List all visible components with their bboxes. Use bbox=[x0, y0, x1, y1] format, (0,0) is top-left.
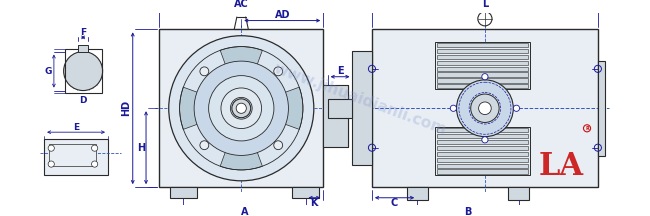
Circle shape bbox=[169, 36, 314, 181]
Text: L: L bbox=[482, 0, 488, 9]
Bar bbox=[437, 84, 528, 89]
Bar bbox=[437, 49, 528, 53]
Text: LA: LA bbox=[539, 151, 584, 182]
Bar bbox=[437, 146, 528, 150]
Bar bbox=[437, 43, 528, 47]
Text: B: B bbox=[464, 207, 472, 216]
Bar bbox=[437, 152, 528, 156]
Text: E: E bbox=[73, 123, 79, 132]
Text: D: D bbox=[79, 96, 87, 105]
Bar bbox=[508, 187, 530, 200]
Text: www.jihuaidianii.com: www.jihuaidianii.com bbox=[271, 61, 448, 138]
Circle shape bbox=[92, 161, 98, 167]
Bar bbox=[437, 134, 528, 138]
Bar bbox=[159, 29, 323, 187]
Bar bbox=[437, 67, 528, 71]
Text: HD: HD bbox=[121, 100, 131, 116]
Wedge shape bbox=[179, 87, 217, 129]
Bar bbox=[437, 164, 528, 168]
Bar bbox=[437, 140, 528, 144]
Circle shape bbox=[200, 67, 209, 76]
Circle shape bbox=[456, 80, 514, 137]
Text: A: A bbox=[240, 207, 248, 216]
Bar bbox=[292, 187, 318, 198]
Circle shape bbox=[194, 61, 289, 156]
Text: H: H bbox=[136, 143, 145, 153]
Circle shape bbox=[471, 94, 499, 122]
Bar bbox=[436, 42, 530, 89]
Bar bbox=[78, 45, 88, 52]
Bar bbox=[437, 78, 528, 83]
Bar bbox=[437, 61, 528, 65]
Bar bbox=[170, 187, 196, 198]
Circle shape bbox=[64, 52, 103, 91]
Circle shape bbox=[478, 102, 491, 114]
Bar bbox=[372, 29, 598, 187]
Bar bbox=[598, 61, 605, 156]
Circle shape bbox=[48, 161, 55, 167]
Bar bbox=[437, 170, 528, 174]
Text: R: R bbox=[585, 126, 589, 131]
Bar bbox=[328, 99, 352, 118]
Bar bbox=[352, 51, 372, 165]
Bar bbox=[406, 187, 428, 200]
Circle shape bbox=[232, 99, 251, 118]
Text: C: C bbox=[391, 198, 398, 208]
Circle shape bbox=[482, 74, 488, 80]
Text: AC: AC bbox=[234, 0, 249, 9]
Bar bbox=[437, 55, 528, 59]
Circle shape bbox=[274, 141, 283, 150]
Circle shape bbox=[274, 67, 283, 76]
Circle shape bbox=[209, 76, 274, 141]
Circle shape bbox=[92, 145, 98, 151]
Bar bbox=[437, 73, 528, 77]
Circle shape bbox=[221, 88, 261, 129]
Bar bbox=[436, 127, 530, 175]
Wedge shape bbox=[220, 132, 263, 170]
Bar bbox=[44, 139, 108, 175]
Circle shape bbox=[48, 145, 55, 151]
Text: E: E bbox=[337, 66, 343, 76]
Circle shape bbox=[450, 105, 456, 111]
Text: G: G bbox=[45, 67, 52, 76]
Wedge shape bbox=[220, 47, 263, 84]
Circle shape bbox=[236, 103, 246, 113]
Bar bbox=[437, 128, 528, 132]
Bar bbox=[437, 158, 528, 162]
Text: F: F bbox=[80, 29, 86, 37]
Circle shape bbox=[482, 137, 488, 143]
Bar bbox=[64, 49, 102, 93]
Circle shape bbox=[200, 141, 209, 150]
Text: K: K bbox=[311, 198, 318, 208]
Bar bbox=[49, 144, 96, 166]
Circle shape bbox=[514, 105, 519, 111]
Bar bbox=[323, 85, 348, 147]
Wedge shape bbox=[265, 87, 303, 129]
Text: AD: AD bbox=[274, 10, 290, 20]
